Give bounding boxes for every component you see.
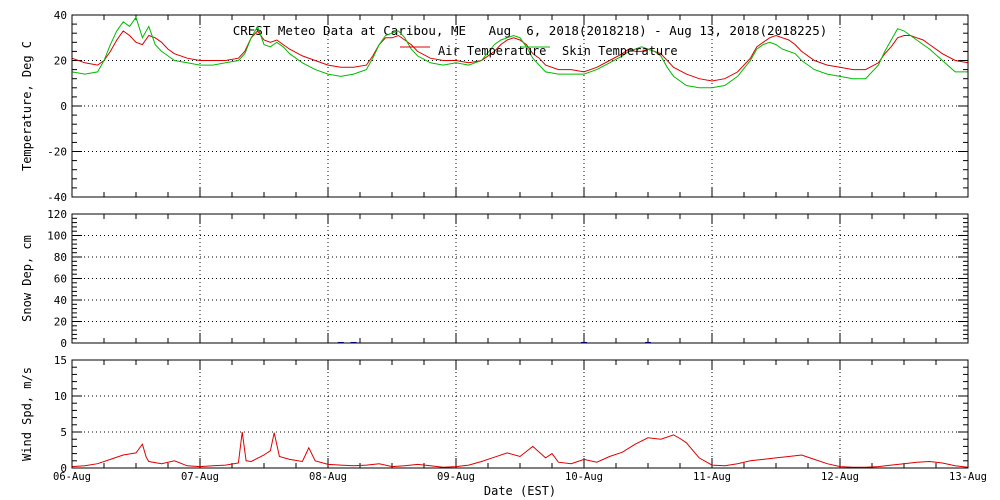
- snow-depth-frame: [71, 213, 969, 344]
- wind-speed-series-line: [71, 431, 969, 468]
- wind-speed-panel: 0 5 10 15 Wind Spd, m/s 06-Aug 07-Aug 08-Aug 09-…: [20, 354, 987, 483]
- x-tick-label: 11-Aug: [693, 471, 731, 483]
- wind-speed-frame: [71, 359, 969, 469]
- legend-entry: Skin Temperature: [562, 44, 678, 58]
- snow-depth-panel: 0 20 40 60 80 100 120 Snow Dep, cm: [20, 208, 969, 350]
- chart-title: CREST Meteo Data at Caribou, ME Aug 6, 2…: [233, 23, 828, 38]
- x-tick-label: 10-Aug: [565, 471, 603, 483]
- x-tick-label: 13-Aug: [949, 471, 987, 483]
- x-tick-label: 07-Aug: [181, 471, 219, 483]
- x-tick-label: 06-Aug: [53, 471, 91, 483]
- snow-depth-y-tick-label: 60: [54, 273, 67, 286]
- snow-depth-y-tick-label: 80: [54, 251, 67, 264]
- wind-speed-y-axis-label: Wind Spd, m/s: [20, 367, 34, 461]
- wind-speed-y-tick-label: 10: [54, 390, 67, 403]
- x-tick-label: 12-Aug: [821, 471, 859, 483]
- wind-speed-y-tick-label: 0: [60, 462, 67, 475]
- wind-speed-y-tick-label: 5: [60, 426, 67, 439]
- legend: Air Temperature Skin Temperature: [400, 44, 678, 58]
- x-tick-label: 08-Aug: [309, 471, 347, 483]
- temperature-y-tick-label: -20: [47, 146, 67, 159]
- temperature-y-axis-label: Temperature, Deg C: [20, 41, 34, 171]
- snow-depth-y-tick-label: 120: [47, 208, 67, 221]
- snow-depth-y-axis-label: Snow Dep, cm: [20, 235, 34, 322]
- temperature-series-line-skin-temperature: [71, 16, 968, 89]
- snow-depth-y-tick-label: 100: [47, 230, 67, 243]
- temperature-panel: -40 -20 0 20 40 Temperature, Deg C Air Tempera…: [20, 9, 969, 204]
- temperature-y-tick-label: -40: [47, 191, 67, 204]
- temperature-y-tick-label: 20: [54, 55, 67, 68]
- temperature-y-tick-label: 0: [60, 100, 67, 113]
- temperature-series-line-air-temperature: [71, 30, 969, 82]
- x-axis-label: Date (EST): [484, 484, 556, 498]
- x-tick-label: 09-Aug: [437, 471, 475, 483]
- snow-depth-y-tick-label: 0: [60, 337, 67, 350]
- snow-depth-y-tick-label: 40: [54, 294, 67, 307]
- temperature-frame: [71, 14, 969, 198]
- legend-entry: Air Temperature: [438, 44, 546, 58]
- snow-depth-y-tick-label: 20: [54, 316, 67, 329]
- wind-speed-y-tick-label: 15: [54, 354, 67, 367]
- chart-panels: -40 -20 0 20 40 Temperature, Deg C Air Tempera…: [20, 9, 987, 483]
- temperature-y-tick-label: 40: [54, 9, 67, 22]
